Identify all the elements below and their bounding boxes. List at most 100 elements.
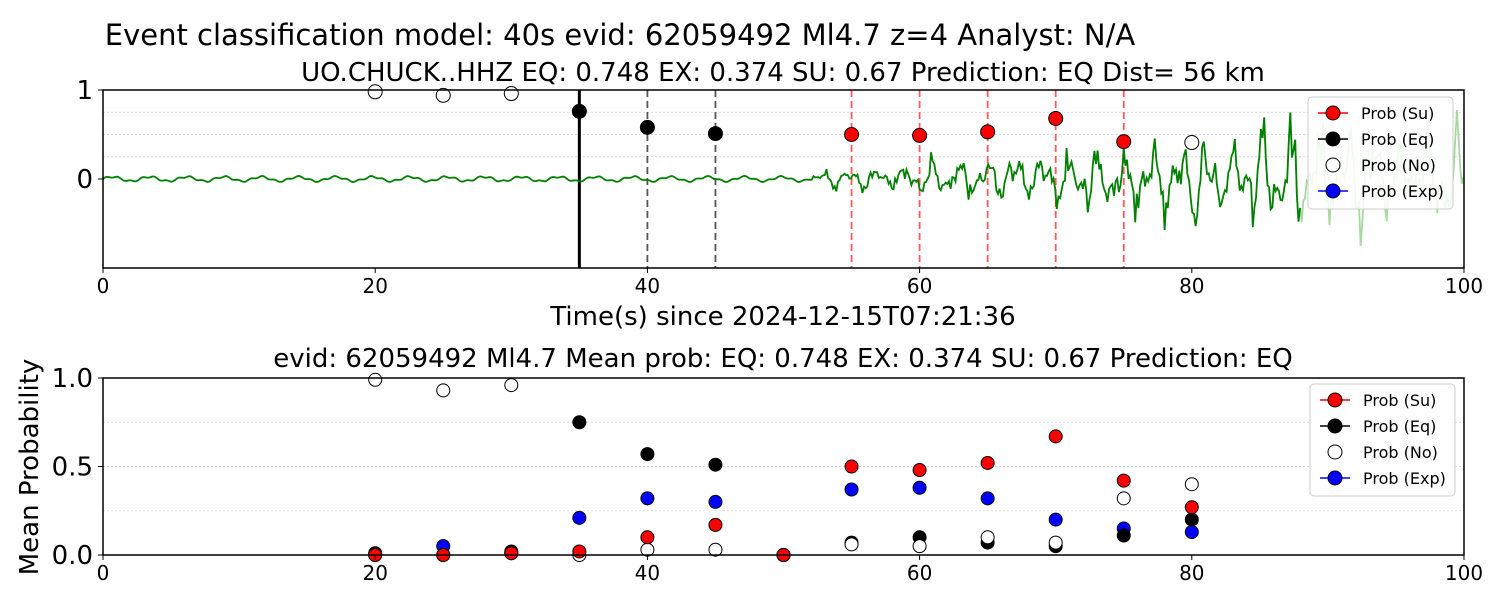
- x-tick-label: 40: [635, 274, 660, 298]
- x-tick-label: 40: [635, 561, 660, 585]
- waveform-panel: UO.CHUCK..HHZ EQ: 0.748 EX: 0.374 SU: 0.…: [76, 58, 1483, 332]
- legend-marker-no: [1327, 444, 1343, 460]
- mean-prob-point-no: [912, 539, 927, 554]
- x-tick-label: 80: [1179, 561, 1204, 585]
- mean-probability-y-axis-label: Mean Probability: [15, 359, 45, 576]
- mean-prob-point-exp: [912, 480, 927, 495]
- legend-label: Prob (Su): [1363, 391, 1436, 410]
- mean-prob-point-exp: [844, 482, 859, 497]
- mean-prob-point-eq: [640, 447, 655, 462]
- legend-box: [1307, 96, 1454, 210]
- mean-probability-x-ticks: 0 20 40 60 80 100: [97, 555, 1483, 585]
- legend-marker-su: [1325, 105, 1341, 121]
- mean-prob-point-su: [1116, 473, 1131, 488]
- mean-prob-point-exp: [1048, 512, 1063, 527]
- x-tick-label: 20: [362, 274, 387, 298]
- legend-label: Prob (Exp): [1363, 469, 1446, 488]
- x-tick-label: 20: [362, 561, 387, 585]
- legend-marker-su: [1327, 392, 1343, 408]
- y-tick-label: 1.0: [52, 364, 93, 394]
- legend-label: Prob (Su): [1361, 104, 1434, 123]
- mean-prob-point-exp: [980, 491, 995, 506]
- mean-prob-point-exp: [708, 494, 723, 509]
- probability-marker-su: [1116, 134, 1132, 150]
- x-tick-label: 0: [97, 561, 110, 585]
- legend-box: [1309, 383, 1456, 497]
- x-tick-label: 60: [907, 274, 932, 298]
- waveform-legend: Prob (Su) Prob (Eq) Prob (No) Prob (Exp): [1307, 96, 1454, 210]
- x-tick-label: 60: [907, 561, 932, 585]
- mean-prob-point-eq: [1184, 512, 1199, 527]
- mean-prob-point-su: [572, 544, 587, 559]
- mean-prob-point-su: [708, 517, 723, 532]
- mean-prob-point-no: [1048, 535, 1063, 550]
- mean-probability-legend: Prob (Su) Prob (Eq) Prob (No) Prob (Exp): [1309, 383, 1456, 497]
- legend-label: Prob (No): [1363, 443, 1438, 462]
- mean-prob-point-no: [1184, 477, 1199, 492]
- waveform-grid: [103, 111, 1464, 158]
- mean-prob-point-no: [504, 378, 519, 393]
- probability-marker-eq: [639, 119, 655, 135]
- mean-probability-panel: evid: 62059492 Ml4.7 Mean prob: EQ: 0.74…: [15, 344, 1483, 585]
- legend-marker-exp: [1325, 183, 1341, 199]
- x-tick-label: 100: [1445, 274, 1483, 298]
- mean-probability-grid: [103, 421, 1464, 512]
- mean-probability-panel-title: evid: 62059492 Ml4.7 Mean prob: EQ: 0.74…: [273, 344, 1293, 374]
- waveform-probability-markers: [367, 84, 1200, 151]
- probability-marker-su: [912, 127, 928, 143]
- legend-marker-eq: [1325, 131, 1341, 147]
- y-tick-label: 0: [76, 165, 93, 195]
- mean-prob-point-su: [912, 463, 927, 478]
- probability-marker-su: [1048, 110, 1064, 126]
- waveform-line: [102, 112, 1301, 231]
- mean-prob-point-exp: [640, 491, 655, 506]
- mean-prob-point-no: [368, 372, 383, 387]
- probability-marker-su: [844, 127, 860, 142]
- mean-prob-point-no: [640, 542, 655, 557]
- mean-prob-point-eq: [708, 457, 723, 472]
- mean-prob-point-su: [980, 455, 995, 470]
- legend-label: Prob (Eq): [1361, 130, 1434, 149]
- mean-prob-point-su: [1048, 429, 1063, 444]
- mean-prob-point-su: [504, 546, 519, 561]
- mean-prob-point-no: [708, 542, 723, 557]
- x-tick-label: 0: [97, 274, 110, 298]
- mean-prob-point-no: [980, 530, 995, 545]
- legend-marker-eq: [1327, 418, 1343, 434]
- probability-marker-eq: [707, 126, 723, 142]
- waveform-trace: [102, 110, 1465, 246]
- mean-prob-point-no: [436, 383, 451, 398]
- legend-marker-exp: [1327, 470, 1343, 486]
- waveform-x-ticks: 0 20 40 60 80 100: [97, 268, 1483, 298]
- y-tick-label: 1: [76, 76, 93, 106]
- mean-prob-point-exp: [572, 510, 587, 525]
- y-tick-label: 0.5: [52, 453, 93, 483]
- mean-prob-point-su: [844, 459, 859, 474]
- legend-label: Prob (No): [1361, 156, 1436, 175]
- x-tick-label: 100: [1445, 561, 1483, 585]
- waveform-marker-lines: [577, 90, 1125, 268]
- mean-prob-point-eq: [1116, 528, 1131, 543]
- probability-marker-no: [503, 86, 519, 102]
- probability-marker-no: [435, 87, 451, 103]
- waveform-x-axis-label: Time(s) since 2024-12-15T07:21:36: [549, 302, 1015, 332]
- mean-prob-point-su: [1184, 500, 1199, 515]
- probability-marker-eq: [571, 103, 587, 119]
- figure-title: Event classification model: 40s evid: 62…: [105, 18, 1136, 52]
- x-tick-label: 80: [1179, 274, 1204, 298]
- waveform-y-ticks: 01: [76, 76, 103, 195]
- y-tick-label: 0.0: [52, 541, 93, 571]
- legend-label: Prob (Eq): [1363, 417, 1436, 436]
- probability-marker-no: [1184, 135, 1200, 151]
- mean-prob-point-su: [640, 530, 655, 545]
- probability-marker-no: [367, 84, 383, 100]
- probability-marker-su: [980, 124, 996, 140]
- waveform-panel-title: UO.CHUCK..HHZ EQ: 0.748 EX: 0.374 SU: 0.…: [301, 58, 1265, 88]
- mean-prob-point-no: [1116, 491, 1131, 506]
- mean-probability-y-ticks: 0.0 0.5 1.0: [52, 364, 103, 571]
- mean-probability-markers: [368, 372, 1199, 562]
- mean-prob-point-eq: [572, 415, 587, 430]
- mean-prob-point-no: [844, 537, 859, 552]
- mean-prob-point-exp: [1184, 524, 1199, 539]
